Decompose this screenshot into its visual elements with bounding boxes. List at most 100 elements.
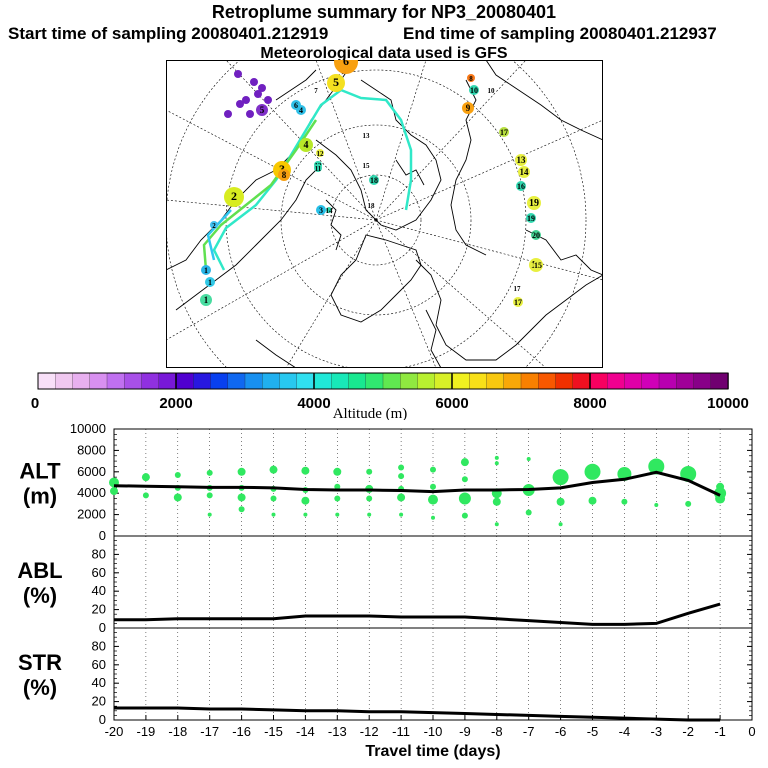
colorbar-cell (641, 372, 660, 390)
colorbar-cell (210, 372, 229, 390)
map-marker: 2 (210, 221, 218, 230)
map-marker: 12 (316, 149, 324, 158)
series-line (114, 706, 721, 722)
map-dot (254, 90, 262, 98)
map-marker-label: 16 (517, 182, 525, 191)
altitude-point (525, 509, 532, 516)
altitude-point (428, 494, 438, 505)
colorbar-cell (55, 372, 74, 390)
altitude-point (142, 492, 149, 499)
map-marker: 18 (368, 202, 375, 210)
y-tick-label: 0 (99, 528, 106, 543)
panel-frame (113, 535, 753, 629)
altitude-point (716, 482, 725, 491)
x-tick-label: -16 (232, 724, 251, 739)
panel-ylabel: ABL (17, 558, 62, 583)
map-marker-label: 5 (260, 105, 265, 115)
map-marker-label: 4 (299, 106, 303, 115)
map-dot (264, 96, 272, 104)
colorbar-tick-label: 0 (31, 395, 39, 412)
x-tick-label: -6 (555, 724, 567, 739)
map-marker-label: 7 (314, 87, 318, 95)
map-marker-label: 13 (363, 132, 371, 140)
map-dot (242, 96, 250, 104)
altitude-colorbar: 0 2000 4000 6000 8000 10000 Altitude (m) (31, 372, 749, 420)
map-marker: 3 (316, 205, 326, 215)
altitude-point (301, 466, 310, 475)
x-tick-label: -20 (105, 724, 124, 739)
colorbar-cell (693, 372, 712, 390)
altitude-point (399, 512, 404, 517)
map-marker-label: 2 (231, 189, 237, 203)
map-marker-label: 17 (500, 128, 508, 137)
colorbar-cell (244, 372, 264, 390)
altitude-point (430, 466, 436, 473)
map-marker: 10 (488, 87, 495, 95)
altitude-point (367, 512, 372, 517)
colorbar-cell (279, 372, 298, 390)
map-marker-label: 8 (469, 75, 473, 83)
altitude-point (270, 495, 277, 502)
colorbar-cell (175, 372, 195, 390)
altitude-point (206, 469, 213, 476)
map-marker: 19 (526, 213, 536, 223)
colorbar-cell (331, 372, 350, 390)
altitude-point (461, 512, 468, 519)
panel-alt: 0 2000 4000 6000 8000 10000 ALT(m) (19, 421, 753, 543)
x-tick-label: -15 (264, 724, 283, 739)
x-tick-label: -3 (651, 724, 663, 739)
colorbar-cell (382, 372, 402, 390)
map-marker-label: 3 (319, 206, 323, 215)
panel-ylabel: (%) (23, 583, 57, 608)
map-marker: 8 (278, 169, 290, 181)
map-marker: 6 (291, 100, 301, 110)
x-tick-label: -1 (714, 724, 726, 739)
altitude-point (492, 497, 501, 506)
time-series-panels: 0200040006000800010000ALT(m)020406080ABL… (17, 421, 755, 760)
map-markers: 1112233445566788910101213131415161617171… (200, 60, 543, 307)
colorbar-cell (365, 372, 384, 390)
map-marker-label: 3 (279, 162, 285, 176)
colorbar-cell (658, 372, 678, 390)
altitude-point (556, 497, 565, 506)
map-marker-label: 2 (212, 222, 216, 230)
x-axis-label: Travel time (days) (365, 743, 500, 760)
map-marker: 14 (518, 166, 530, 178)
y-tick-label: 0 (99, 712, 106, 727)
altitude-point (588, 496, 597, 505)
y-tick-label: 20 (92, 602, 106, 617)
map-marker: 14 (326, 207, 333, 215)
altitude-point (648, 458, 665, 475)
colorbar-tick-label: 4000 (297, 395, 330, 412)
altitude-point (335, 512, 340, 517)
map-marker-label: 1 (204, 295, 209, 305)
colorbar-tick-label: 8000 (573, 395, 606, 412)
altitude-point (301, 496, 310, 505)
colorbar-cell (624, 372, 643, 390)
map-dot (234, 70, 242, 78)
y-tick-label: 6000 (77, 464, 106, 479)
map-marker: 10 (469, 85, 479, 95)
map-marker: 8 (467, 74, 475, 83)
colorbar-cell (106, 372, 126, 390)
map-marker-label: 4 (304, 140, 309, 151)
x-tick-label: -9 (459, 724, 471, 739)
altitude-point (398, 473, 405, 480)
chart-title: Retroplume summary for NP3_20080401 (211, 2, 557, 22)
map-marker-label: 19 (527, 214, 535, 223)
x-tick-label: -18 (168, 724, 187, 739)
map-marker: 19 (527, 196, 541, 210)
colorbar-cells (37, 372, 729, 390)
altitude-point (366, 468, 373, 475)
colorbar-cell (89, 372, 108, 390)
map-marker: 6 (334, 60, 358, 74)
map-marker-label: 14 (520, 167, 530, 177)
colorbar-tick-label: 2000 (159, 395, 192, 412)
colorbar-cell (589, 372, 609, 390)
map-marker: 20 (531, 230, 541, 240)
x-tick-label: -4 (619, 724, 631, 739)
x-tick-label: -13 (328, 724, 347, 739)
y-tick-label: 60 (92, 657, 106, 672)
colorbar-ticks: 0 2000 4000 6000 8000 10000 (31, 373, 749, 412)
colorbar-cell (348, 372, 367, 390)
